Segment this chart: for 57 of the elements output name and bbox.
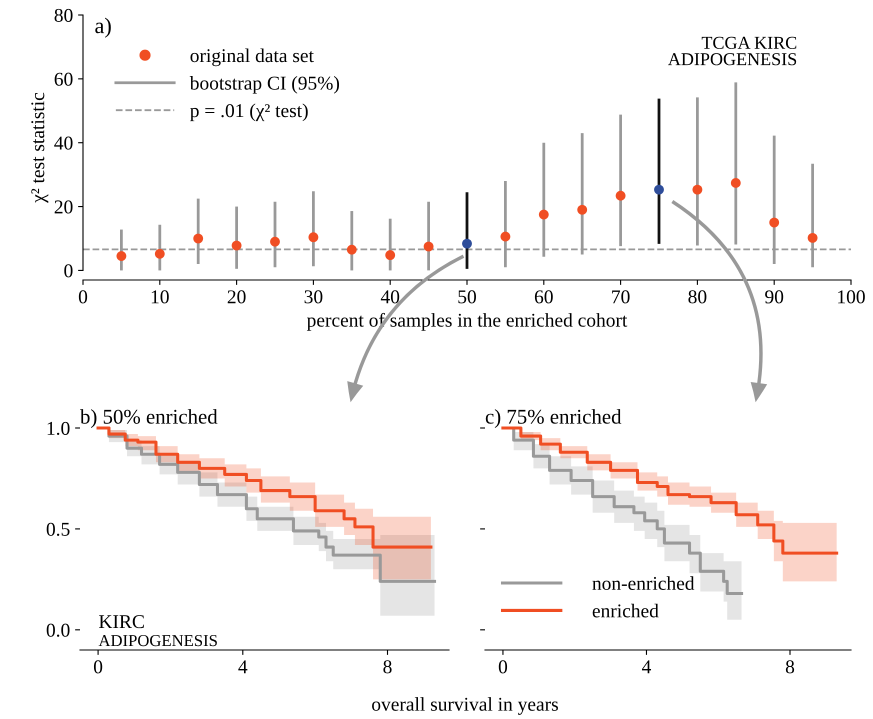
point [616,190,626,201]
chart-title: c) 75% enriched [486,409,622,428]
annotation: bootstrap CI (95%) [190,76,340,94]
x-tick-label: 0 [78,290,88,304]
annotation: ADIPOGENESIS [98,634,217,646]
point [232,240,242,250]
x-tick-label: 90 [765,290,784,304]
x-tick-label: 8 [383,660,392,674]
point [270,236,280,247]
point [538,210,549,220]
x-tick-label: 30 [304,290,322,304]
point [308,232,318,242]
x-tick-label: 4 [642,660,652,674]
point [769,218,780,228]
y-tick-label: 20 [54,200,73,214]
x-tick-label: 70 [612,290,630,304]
x-tick-label: 10 [152,290,169,304]
x-tick-label: 4 [238,660,248,674]
y-axis-title: χ² test statistic [31,92,48,203]
point [462,238,472,249]
x-tick-label: 0 [94,660,102,674]
y-tick-label: 0.0 [46,624,70,637]
y-tick-label: 40 [54,136,73,150]
legend-label: non-enriched [592,576,694,590]
x-axis-title: overall survival in years [372,697,558,715]
point [577,204,588,215]
annotation: TCGA KIRC ADIPOGENESIS [668,36,796,66]
annotation: KIRC [99,615,144,628]
point [654,184,664,195]
point [808,232,818,243]
legend-label: p = .01 (χ² test) [190,104,308,122]
point [154,248,165,259]
x-tick-label: 50 [458,290,476,304]
x-tick-label: 60 [534,290,553,304]
point [193,234,204,244]
x-tick-label: 100 [838,290,865,304]
point [385,250,396,260]
chart-title: b) 50% enriched [80,409,218,428]
x-tick-label: 40 [380,290,400,304]
annotation: a) [95,18,111,38]
point [730,178,741,188]
y-tick-label: 0.5 [46,522,70,536]
x-tick-label: 20 [228,290,246,304]
x-tick-label: 80 [688,290,706,304]
legend-label: enriched [592,604,659,618]
y-tick-label: 1.0 [48,422,70,436]
point [424,242,434,252]
y-tick-label: 80 [54,8,73,22]
point [692,184,702,195]
x-tick-label: 0 [498,660,508,674]
point [116,251,126,261]
y-tick-label: 0 [64,264,73,278]
point [346,244,357,255]
y-tick-label: 60 [54,72,73,86]
legend-label: original data set [190,48,314,66]
x-tick-label: 8 [786,660,794,674]
point [500,232,510,242]
